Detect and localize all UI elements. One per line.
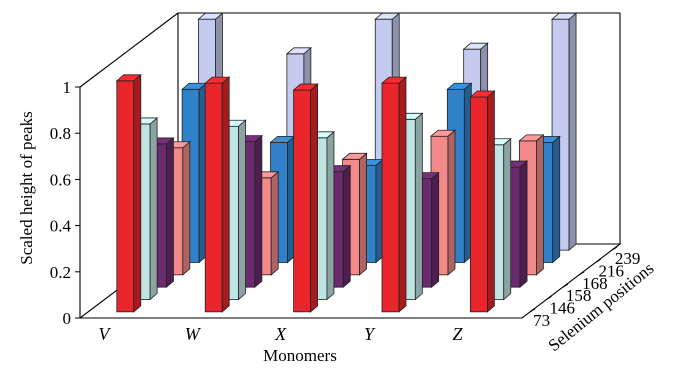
depth-tick-mark (546, 296, 552, 300)
bar-top (380, 76, 408, 84)
y-tick-label: 0.2 (50, 263, 71, 282)
depth-tick-mark (578, 271, 585, 276)
y-tick-label: 1 (63, 78, 72, 97)
depth-tick-label: 216 (599, 262, 625, 281)
x-tick-label: W (185, 324, 202, 344)
depth-tick-label: 146 (550, 299, 576, 318)
y-tick-label: 0.6 (50, 170, 71, 189)
bar-side (326, 130, 335, 301)
bar-side (270, 170, 279, 276)
bar-side (431, 171, 440, 289)
bar-side (238, 119, 246, 301)
bar-front (204, 82, 223, 313)
bar-side (447, 129, 456, 276)
left-wall-top-edge (79, 12, 179, 88)
bar-top (285, 47, 312, 55)
bar-front (116, 80, 135, 313)
bar-side (503, 137, 512, 301)
bar-side (519, 160, 528, 289)
x-tick-label: X (274, 324, 287, 344)
bar-front (381, 82, 400, 313)
bar-side (414, 112, 423, 301)
bar-side (254, 134, 263, 289)
x-axis-label: Monomers (263, 346, 337, 365)
bar-side (568, 12, 577, 252)
bar-top (518, 134, 545, 142)
bar-Z-73 (469, 90, 496, 313)
bar-top (374, 12, 401, 20)
depth-tick-label: 168 (582, 274, 608, 293)
bar-top (462, 42, 489, 50)
bar-side (310, 83, 318, 313)
bars (115, 12, 578, 313)
bar-top (429, 129, 457, 137)
y-tick-label: 0.8 (50, 124, 71, 143)
y-tick-label: 0.4 (50, 217, 72, 236)
bar-V-73 (115, 73, 142, 313)
bar-top (550, 12, 578, 20)
bar-top (469, 90, 496, 98)
depth-tick-label: 73 (533, 311, 550, 330)
bar-Y-168 (429, 129, 457, 276)
bar-top (446, 82, 473, 90)
bar-Y-73 (380, 76, 408, 313)
y-axis-label: Scaled height of peaks (17, 111, 36, 264)
x-tick-label: V (98, 324, 111, 344)
depth-tick-label: 158 (566, 286, 592, 305)
bar-top (341, 152, 368, 160)
bar-side (166, 137, 174, 289)
bar-side (221, 76, 230, 313)
bar-top (292, 83, 319, 91)
depth-tick-mark (611, 246, 618, 251)
bar-side (342, 164, 351, 289)
bar-top (115, 74, 142, 82)
bar-Z-239 (550, 12, 578, 252)
bar-front (469, 96, 488, 313)
bar-W-73 (204, 76, 231, 313)
depth-tick-mark (595, 259, 601, 263)
bar-top (197, 12, 224, 20)
bar-side (486, 90, 495, 313)
bar-front (293, 89, 311, 313)
bar-top (204, 76, 231, 84)
bar-side (149, 117, 158, 301)
bar-X-73 (292, 83, 319, 313)
depth-tick-label: 239 (615, 249, 641, 268)
x-axis-ticks: V W X Y Z (98, 324, 463, 344)
depth-tick-mark (529, 308, 536, 313)
bar-side (133, 73, 142, 313)
bar-side (398, 76, 407, 313)
y-axis-ticks: 0 0.2 0.4 0.6 0.8 1 (50, 78, 80, 328)
bar-side (552, 135, 561, 264)
x-tick-label: Z (452, 324, 463, 344)
depth-tick-mark (562, 283, 569, 288)
bar-side (182, 140, 191, 276)
bar-side (535, 133, 544, 276)
bar-side (359, 152, 367, 276)
y-tick-label: 0 (63, 309, 72, 328)
x-tick-label: Y (364, 324, 376, 344)
